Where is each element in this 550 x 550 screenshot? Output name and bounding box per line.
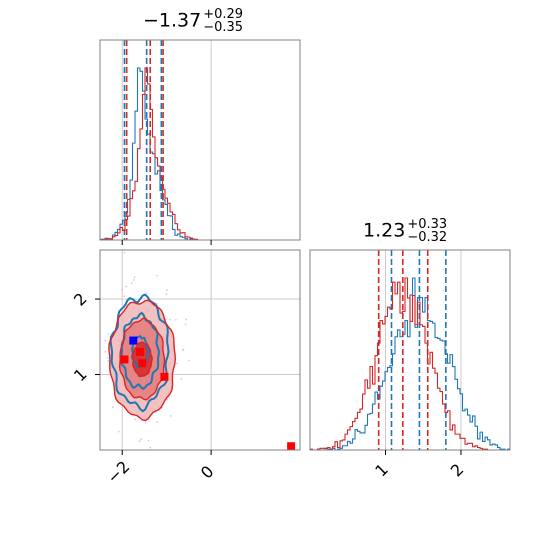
contour-line-series1 [119, 311, 160, 390]
sample-point [144, 422, 147, 424]
sample-point [156, 274, 159, 277]
histogram-series2 [310, 277, 510, 450]
sample-point [145, 291, 148, 294]
marker [287, 442, 296, 450]
x-tick-label: −2 [103, 457, 133, 487]
sample-point [132, 279, 135, 281]
sample-point [125, 285, 128, 288]
grid [384, 250, 462, 450]
panel-bottom-left: −2 0 1 2 [70, 249, 301, 487]
contours [87, 251, 296, 450]
sample-point [165, 293, 168, 296]
sample-point [165, 289, 168, 292]
sample-point [138, 440, 141, 443]
title-plus: +0.29 [203, 7, 244, 22]
axes-frame [309, 249, 511, 451]
y-tick-label: 1 [70, 365, 91, 386]
title-value: −1.37 [143, 9, 202, 32]
sample-point [130, 282, 133, 285]
sample-point [156, 421, 159, 423]
marker [129, 336, 138, 345]
histograms [310, 250, 510, 450]
tick-label: 2 [447, 460, 468, 481]
panel-top-left [99, 39, 301, 245]
sample-point [104, 339, 107, 342]
sample-point [185, 318, 188, 321]
sample-point [107, 333, 110, 335]
sample-point [188, 359, 190, 362]
axes-frame [99, 249, 301, 451]
histogram-series1 [310, 277, 510, 450]
title-minus: −0.35 [203, 20, 244, 35]
x-ticks [121, 240, 212, 245]
sample-point [169, 318, 171, 321]
contour-line-series2 [118, 317, 166, 401]
x-tick-label: 0 [197, 462, 218, 483]
sample-point [133, 276, 136, 279]
tick-label: 1 [371, 460, 392, 481]
sample-point [147, 439, 150, 442]
title-minus: −0.32 [407, 230, 448, 245]
sample-point [134, 418, 137, 421]
title-errors: +0.29 −0.35 [203, 8, 243, 34]
marker [160, 372, 169, 381]
marker [136, 347, 144, 356]
title-value: 1.23 [363, 219, 406, 242]
sample-point [175, 318, 177, 321]
sample-point [184, 323, 187, 326]
sample-point [180, 378, 183, 380]
sample-point [182, 349, 184, 352]
marker [138, 359, 147, 368]
sample-point [140, 438, 143, 441]
sample-point [168, 396, 170, 399]
marker [120, 355, 129, 364]
contour-line-series2 [131, 341, 153, 378]
panel-title-bottom-right: 1.23 +0.33 −0.32 [363, 218, 447, 244]
histograms [100, 40, 300, 240]
sample-point [106, 356, 109, 359]
sample-point [176, 362, 178, 365]
title-errors: +0.33 −0.32 [407, 218, 447, 244]
histogram-series2 [100, 67, 300, 240]
sample-point [104, 351, 107, 353]
axes-frame [99, 39, 301, 241]
sample-point [112, 406, 114, 409]
sample-point [107, 359, 110, 362]
sample-point [169, 415, 172, 417]
grid [121, 40, 212, 240]
panel-title-top-left: −1.37 +0.29 −0.35 [143, 8, 243, 34]
sample-point [117, 430, 120, 433]
sample-point [149, 446, 152, 449]
title-plus: +0.33 [407, 217, 448, 232]
y-tick-label: 2 [70, 289, 91, 310]
sample-point [121, 288, 124, 291]
contour-line-series1 [109, 293, 170, 413]
sample-point [123, 251, 126, 254]
sample-point [87, 415, 89, 417]
sample-point [123, 295, 126, 298]
contour-line-series2 [108, 299, 177, 422]
